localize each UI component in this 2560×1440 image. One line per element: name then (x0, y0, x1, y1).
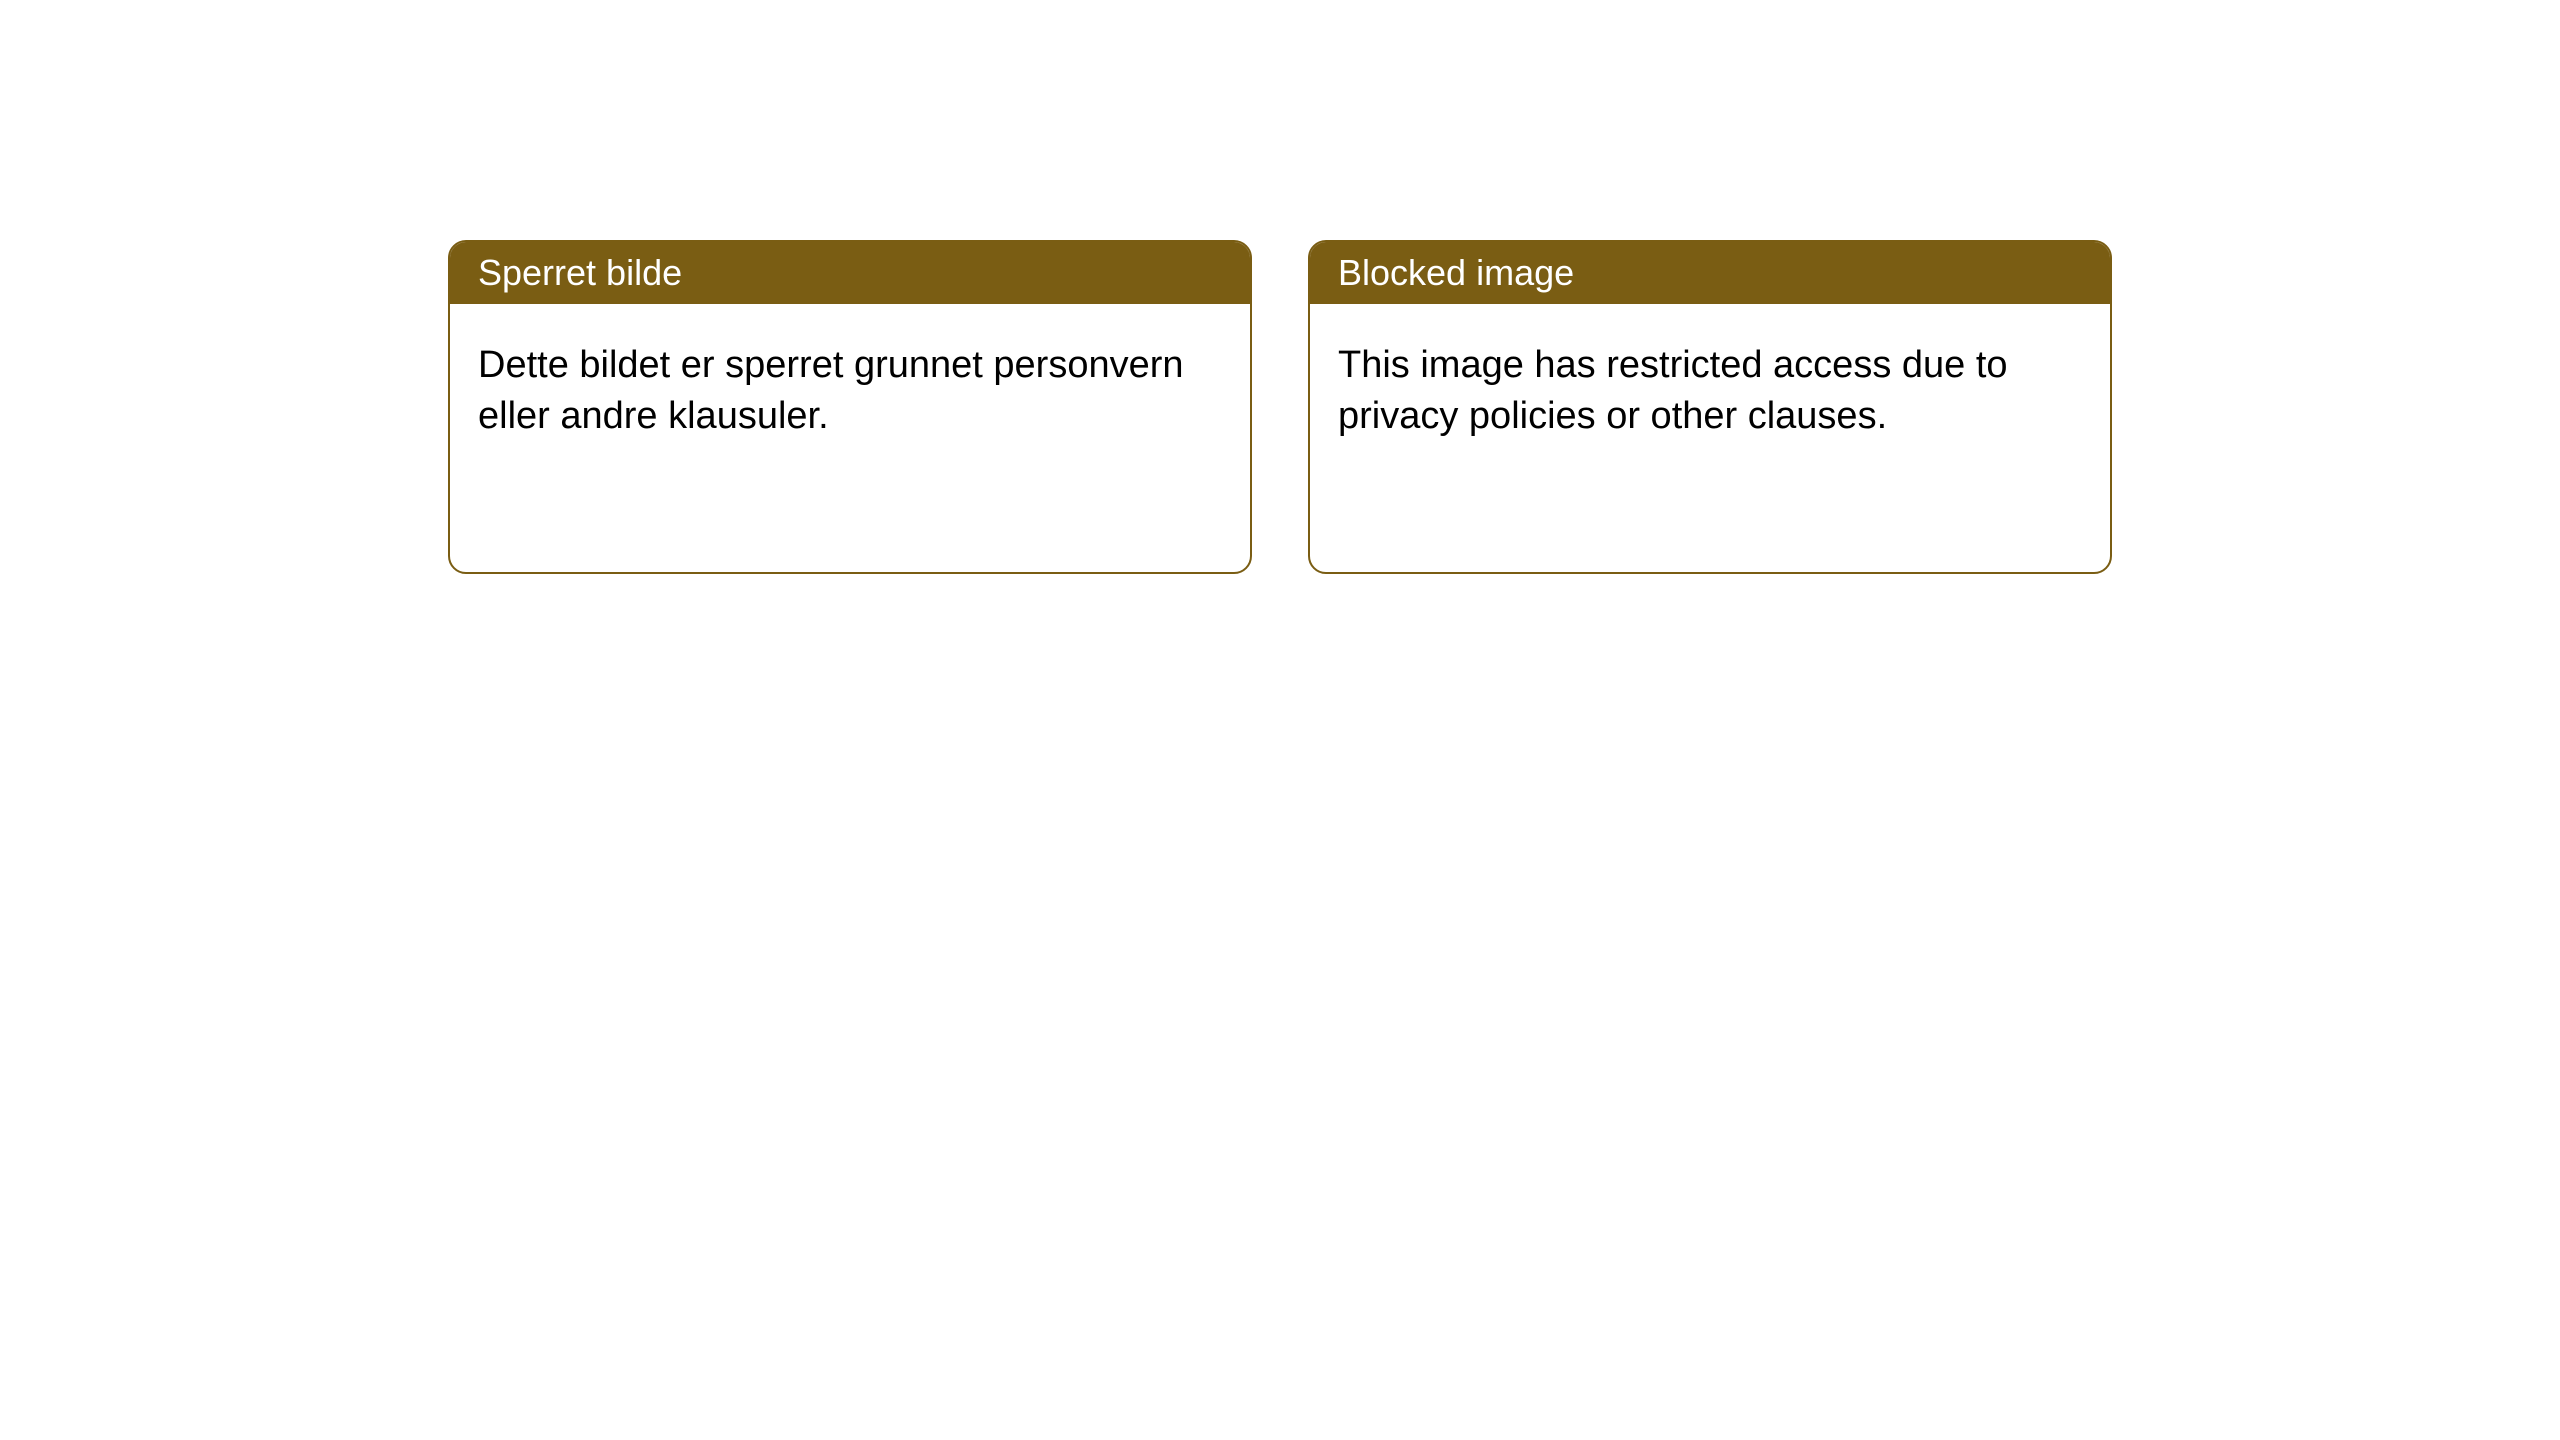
notice-body-norwegian: Dette bildet er sperret grunnet personve… (450, 304, 1250, 479)
notice-card-english: Blocked image This image has restricted … (1308, 240, 2112, 574)
notice-container: Sperret bilde Dette bildet er sperret gr… (448, 240, 2112, 574)
notice-header-norwegian: Sperret bilde (450, 242, 1250, 304)
notice-card-norwegian: Sperret bilde Dette bildet er sperret gr… (448, 240, 1252, 574)
notice-header-english: Blocked image (1310, 242, 2110, 304)
notice-body-english: This image has restricted access due to … (1310, 304, 2110, 479)
